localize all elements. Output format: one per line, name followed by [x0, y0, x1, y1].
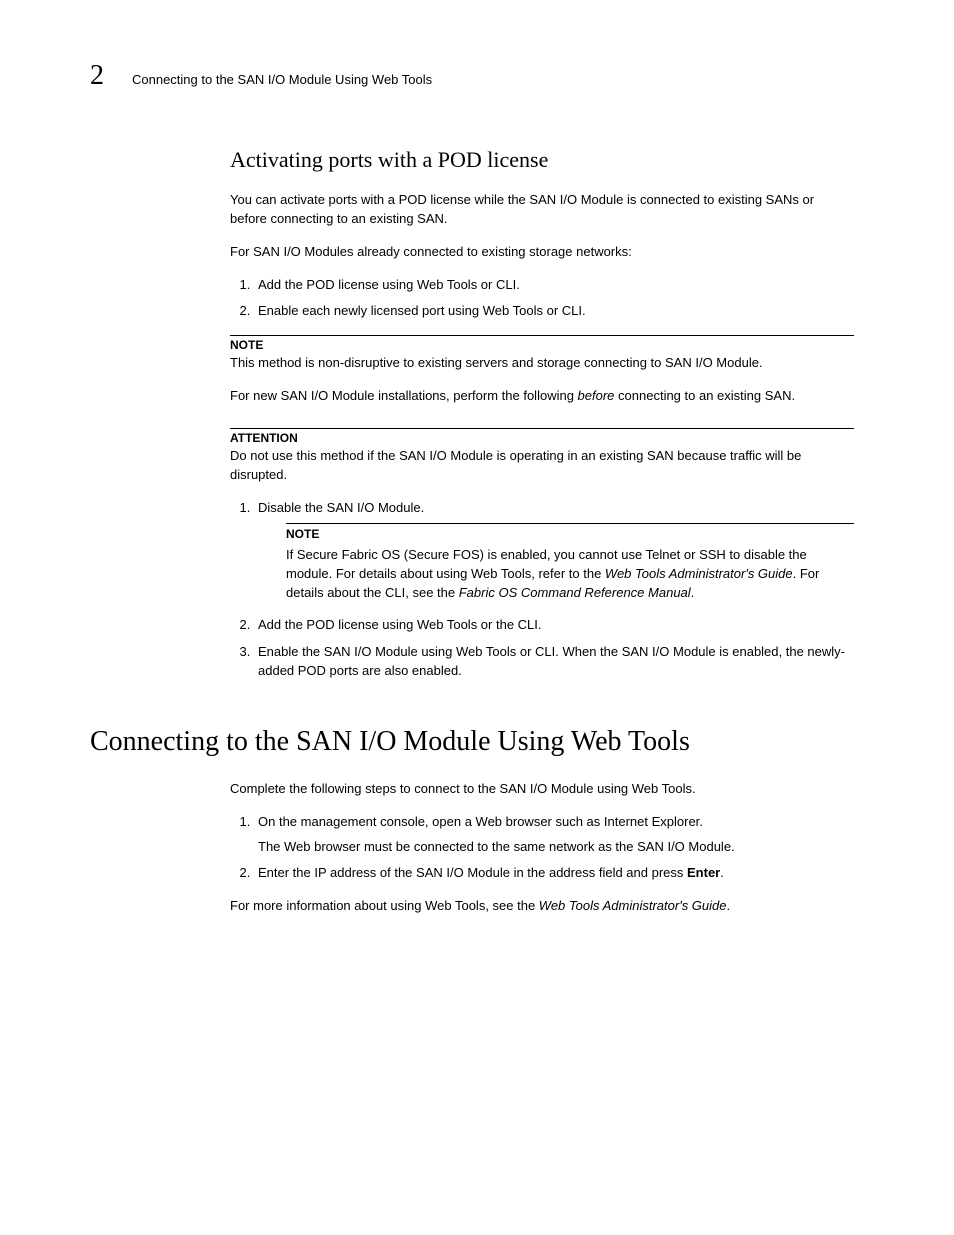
text: For more information about using Web Too… [230, 898, 539, 913]
emphasis: Web Tools Administrator's Guide [605, 566, 793, 581]
text: On the management console, open a Web br… [258, 814, 703, 829]
text: . [691, 585, 695, 600]
paragraph: You can activate ports with a POD licens… [230, 191, 854, 229]
list-item: Enable each newly licensed port using We… [254, 302, 854, 321]
rule [230, 428, 854, 429]
text: . [727, 898, 731, 913]
text: For new SAN I/O Module installations, pe… [230, 388, 578, 403]
note-body: This method is non-disruptive to existin… [230, 354, 854, 373]
text: connecting to an existing SAN. [614, 388, 795, 403]
bold-text: Enter [687, 865, 720, 880]
attention-body: Do not use this method if the SAN I/O Mo… [230, 447, 854, 485]
chapter-number: 2 [90, 60, 104, 92]
attention-callout: ATTENTION Do not use this method if the … [230, 428, 854, 485]
list-item: Enter the IP address of the SAN I/O Modu… [254, 864, 854, 883]
list-item: On the management console, open a Web br… [254, 813, 854, 857]
emphasis: Web Tools Administrator's Guide [539, 898, 727, 913]
emphasis: before [578, 388, 615, 403]
rule [230, 335, 854, 336]
list-item: Add the POD license using Web Tools or C… [254, 276, 854, 295]
section-connecting-body: Complete the following steps to connect … [230, 780, 854, 916]
paragraph: For new SAN I/O Module installations, pe… [230, 387, 854, 406]
text: . [720, 865, 724, 880]
section-title: Activating ports with a POD license [230, 147, 854, 173]
running-title: Connecting to the SAN I/O Module Using W… [132, 72, 432, 87]
text: Disable the SAN I/O Module. [258, 500, 424, 515]
page: 2 Connecting to the SAN I/O Module Using… [0, 0, 954, 1235]
note-callout: NOTE If Secure Fabric OS (Secure FOS) is… [286, 523, 854, 602]
list-item: Disable the SAN I/O Module. NOTE If Secu… [254, 499, 854, 603]
rule [286, 523, 854, 524]
page-header: 2 Connecting to the SAN I/O Module Using… [90, 60, 864, 92]
note-label: NOTE [230, 338, 854, 352]
ordered-list: On the management console, open a Web br… [230, 813, 854, 884]
ordered-list: Add the POD license using Web Tools or C… [230, 276, 854, 322]
paragraph: For SAN I/O Modules already connected to… [230, 243, 854, 262]
section-activating-ports: Activating ports with a POD license You … [230, 147, 854, 681]
list-item: Enable the SAN I/O Module using Web Tool… [254, 643, 854, 681]
paragraph: Complete the following steps to connect … [230, 780, 854, 799]
sub-paragraph: The Web browser must be connected to the… [258, 838, 854, 857]
section-connecting: Connecting to the SAN I/O Module Using W… [90, 726, 854, 758]
main-heading: Connecting to the SAN I/O Module Using W… [90, 726, 854, 758]
emphasis: Fabric OS Command Reference Manual [459, 585, 691, 600]
paragraph: For more information about using Web Too… [230, 897, 854, 916]
note-label: NOTE [286, 526, 854, 543]
text: Enter the IP address of the SAN I/O Modu… [258, 865, 687, 880]
note-body: If Secure Fabric OS (Secure FOS) is enab… [286, 546, 854, 603]
attention-label: ATTENTION [230, 431, 854, 445]
ordered-list: Disable the SAN I/O Module. NOTE If Secu… [230, 499, 854, 681]
list-item: Add the POD license using Web Tools or t… [254, 616, 854, 635]
note-callout: NOTE This method is non-disruptive to ex… [230, 335, 854, 373]
